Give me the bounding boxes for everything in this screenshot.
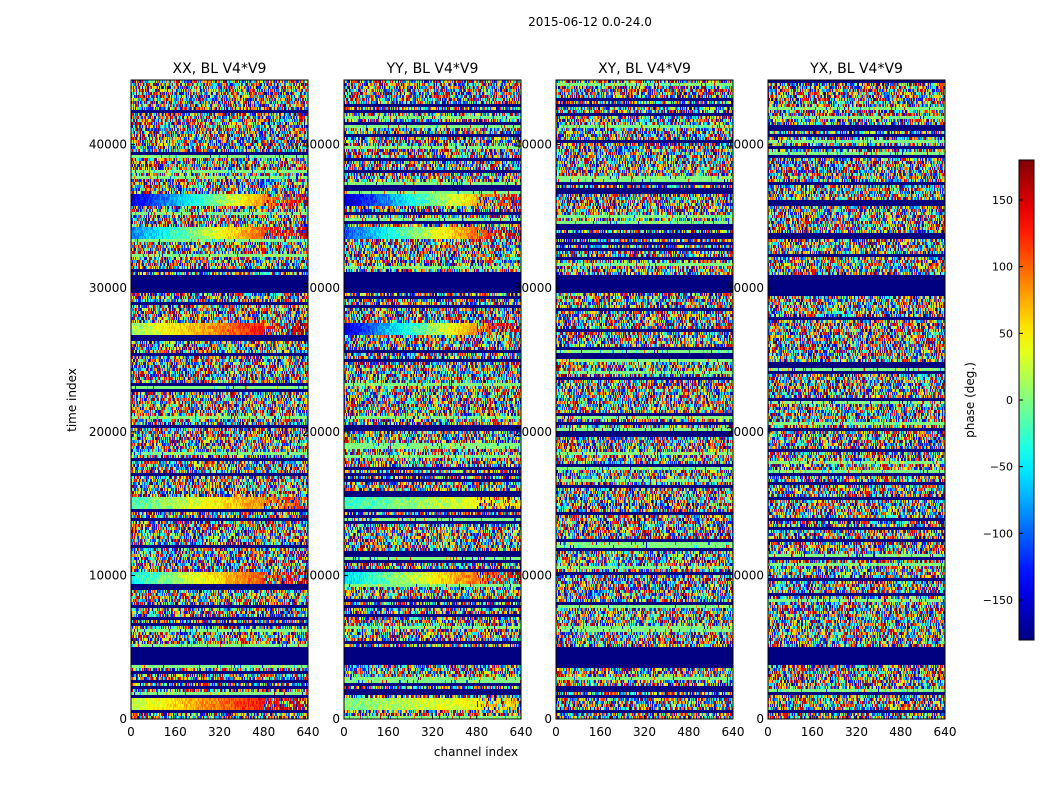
panel-3: XY, BL V4*V9 0 160 320 480 640 0 10000 20000 3000… xyxy=(514,61,745,739)
colorbar-tick-label: 150 xyxy=(992,194,1013,207)
x-tick-label: 480 xyxy=(252,725,275,739)
x-tick-label: 480 xyxy=(465,725,488,739)
panel-title: YX, BL V4*V9 xyxy=(809,61,903,77)
colorbar-label: phase (deg.) xyxy=(963,362,977,438)
x-tick-label: 0 xyxy=(127,725,135,739)
x-tick-label: 0 xyxy=(764,725,772,739)
x-tick-label: 160 xyxy=(801,725,824,739)
figure-suptitle: 2015-06-12 0.0-24.0 xyxy=(528,15,652,29)
x-tick-label: 320 xyxy=(845,725,868,739)
colorbar-tick-label: 50 xyxy=(999,327,1013,340)
y-tick-label: 10000 xyxy=(726,568,764,582)
panel-title: XY, BL V4*V9 xyxy=(598,61,691,77)
x-tick-label: 640 xyxy=(510,725,533,739)
heatmap-image xyxy=(131,80,308,719)
y-tick-label: 40000 xyxy=(726,138,764,152)
panel-title: XX, BL V4*V9 xyxy=(173,61,267,77)
x-tick-label: 640 xyxy=(297,725,320,739)
y-axis-label: time index xyxy=(65,368,79,432)
y-tick-label: 30000 xyxy=(302,281,340,295)
heatmap-image xyxy=(344,80,521,719)
y-tick-label: 10000 xyxy=(514,568,552,582)
x-tick-label: 320 xyxy=(421,725,444,739)
y-tick-label: 40000 xyxy=(514,138,552,152)
heatmap-image xyxy=(556,80,733,719)
y-tick-label: 0 xyxy=(544,712,552,726)
x-tick-label: 320 xyxy=(633,725,656,739)
heatmap-image xyxy=(768,80,945,719)
y-tick-label: 30000 xyxy=(89,281,127,295)
y-tick-label: 0 xyxy=(119,712,127,726)
x-tick-label: 480 xyxy=(889,725,912,739)
y-tick-label: 30000 xyxy=(514,281,552,295)
y-tick-label: 20000 xyxy=(89,425,127,439)
colorbar-tick-label: −100 xyxy=(983,527,1013,540)
y-tick-label: 0 xyxy=(756,712,764,726)
x-tick-label: 640 xyxy=(934,725,957,739)
y-tick-label: 40000 xyxy=(89,138,127,152)
y-tick-label: 30000 xyxy=(726,281,764,295)
y-tick-label: 40000 xyxy=(302,138,340,152)
x-tick-label: 160 xyxy=(377,725,400,739)
panels: XX, BL V4*V9 0 160 320 480 640 0 10000 20000 3000… xyxy=(89,61,957,739)
x-tick-label: 480 xyxy=(677,725,700,739)
y-tick-label: 10000 xyxy=(89,568,127,582)
x-tick-label: 0 xyxy=(552,725,560,739)
panel-2: YY, BL V4*V9 0 160 320 480 640 0 10000 20000 3000… xyxy=(302,61,533,739)
x-tick-label: 640 xyxy=(722,725,745,739)
y-tick-label: 20000 xyxy=(302,425,340,439)
panel-title: YY, BL V4*V9 xyxy=(386,61,479,77)
panel-4: YX, BL V4*V9 0 160 320 480 640 0 10000 20000 3000… xyxy=(726,61,957,739)
colorbar-tick-label: −50 xyxy=(990,461,1013,474)
x-tick-label: 160 xyxy=(164,725,187,739)
y-tick-label: 20000 xyxy=(726,425,764,439)
x-tick-label: 160 xyxy=(589,725,612,739)
y-tick-label: 0 xyxy=(332,712,340,726)
x-tick-label: 0 xyxy=(340,725,348,739)
colorbar-tick-label: −150 xyxy=(983,594,1013,607)
y-tick-label: 20000 xyxy=(514,425,552,439)
x-tick-label: 320 xyxy=(208,725,231,739)
colorbar-tick-label: 100 xyxy=(992,261,1013,274)
x-axis-label: channel index xyxy=(434,745,518,759)
y-tick-label: 10000 xyxy=(302,568,340,582)
colorbar-tick-label: 0 xyxy=(1006,394,1013,407)
colorbar: 150 100 50 0 −50 −100 −150 phase (deg.) xyxy=(963,159,1035,641)
panel-1: XX, BL V4*V9 0 160 320 480 640 0 10000 20000 3000… xyxy=(89,61,320,739)
